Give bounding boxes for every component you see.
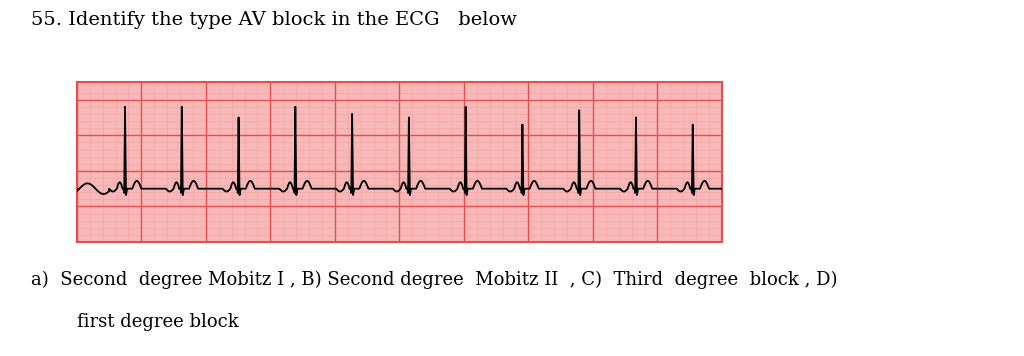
Text: first degree block: first degree block	[77, 313, 239, 331]
Text: a)  Second  degree Mobitz I , B) Second degree  Mobitz II  , C)  Third  degree  : a) Second degree Mobitz I , B) Second de…	[31, 271, 838, 289]
Text: 55. Identify the type AV block in the ECG   below: 55. Identify the type AV block in the EC…	[31, 11, 517, 29]
